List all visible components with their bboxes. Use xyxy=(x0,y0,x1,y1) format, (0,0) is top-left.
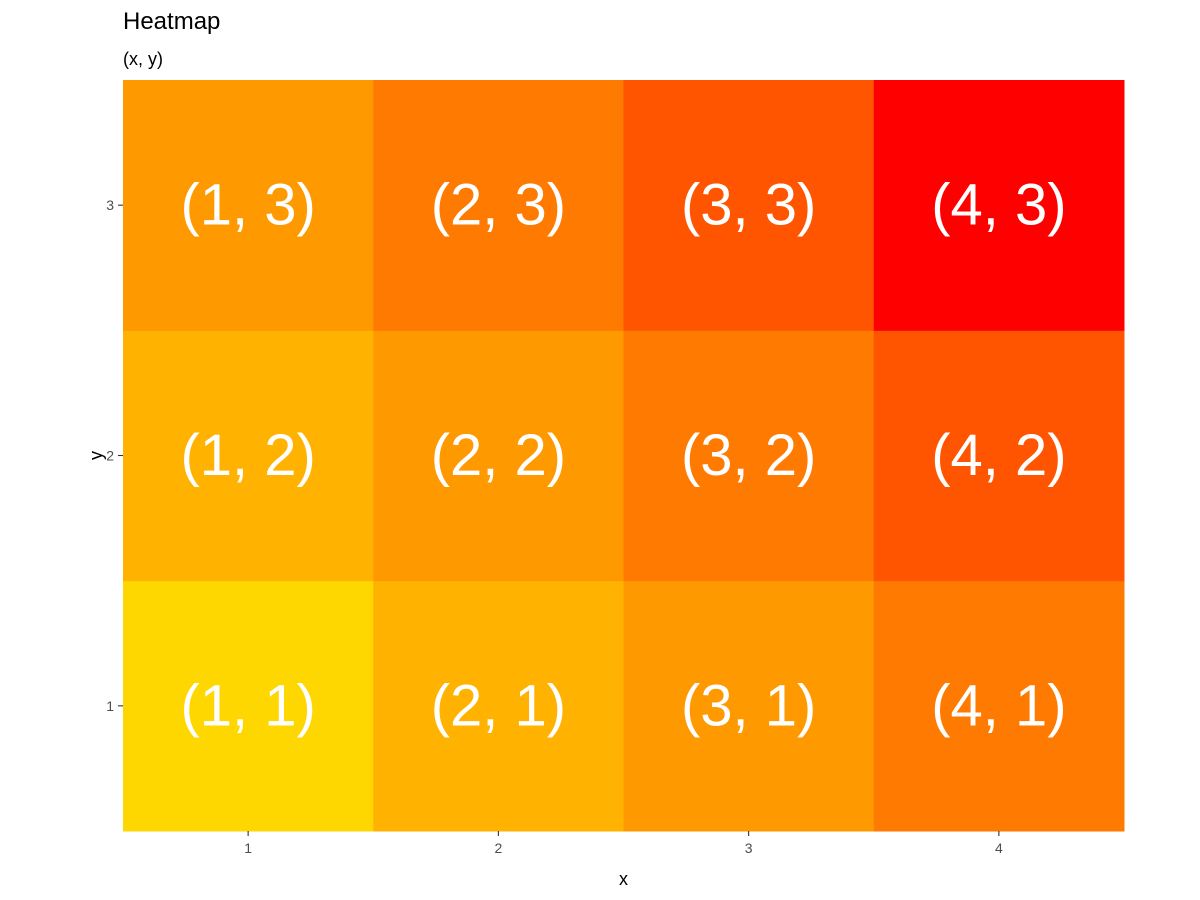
heatmap-cells: (1, 1) (2, 1) (3, 1) (4, 1) (1, 2) (2, 2) (3, … xyxy=(123,80,1125,832)
heatmap-cell xyxy=(873,580,1125,832)
heatmap-cell xyxy=(623,330,875,582)
cell-label: (3, 1) xyxy=(681,673,816,738)
cell-label: (3, 2) xyxy=(681,423,816,488)
cell-label: (2, 2) xyxy=(431,423,566,488)
heatmap-cell xyxy=(123,330,374,582)
x-tick-label: 2 xyxy=(494,840,502,856)
x-tick-label: 1 xyxy=(244,840,252,856)
cell-label: (1, 1) xyxy=(180,673,315,738)
cell-label: (1, 3) xyxy=(180,173,315,238)
cell-label: (4, 1) xyxy=(931,673,1066,738)
y-axis: 1 2 3 xyxy=(106,197,123,714)
heatmap-cell xyxy=(123,580,374,832)
x-tick-label: 4 xyxy=(995,840,1003,856)
heatmap-cell xyxy=(373,580,624,832)
heatmap-cell xyxy=(623,580,875,832)
x-axis: 1 2 3 4 xyxy=(244,831,1003,856)
y-axis-title: y xyxy=(86,451,106,460)
cell-label: (1, 2) xyxy=(180,423,315,488)
chart-title: Heatmap xyxy=(123,8,221,35)
heatmap-cell xyxy=(873,80,1125,331)
y-tick-label: 3 xyxy=(106,197,114,213)
cell-label: (4, 3) xyxy=(931,173,1066,238)
y-tick-label: 2 xyxy=(106,448,114,464)
heatmap-cell xyxy=(373,80,624,331)
x-tick-label: 3 xyxy=(745,840,753,856)
y-tick-label: 1 xyxy=(106,698,114,714)
cell-label: (2, 3) xyxy=(431,173,566,238)
cell-label: (3, 3) xyxy=(681,173,816,238)
cell-label: (2, 1) xyxy=(431,673,566,738)
heatmap-cell xyxy=(373,330,624,582)
heatmap-cell xyxy=(623,80,875,331)
cell-label: (4, 2) xyxy=(931,423,1066,488)
x-axis-title: x xyxy=(619,869,628,889)
heatmap-cell xyxy=(873,330,1125,582)
heatmap-cell xyxy=(123,80,374,331)
chart-subtitle: (x, y) xyxy=(123,49,163,69)
